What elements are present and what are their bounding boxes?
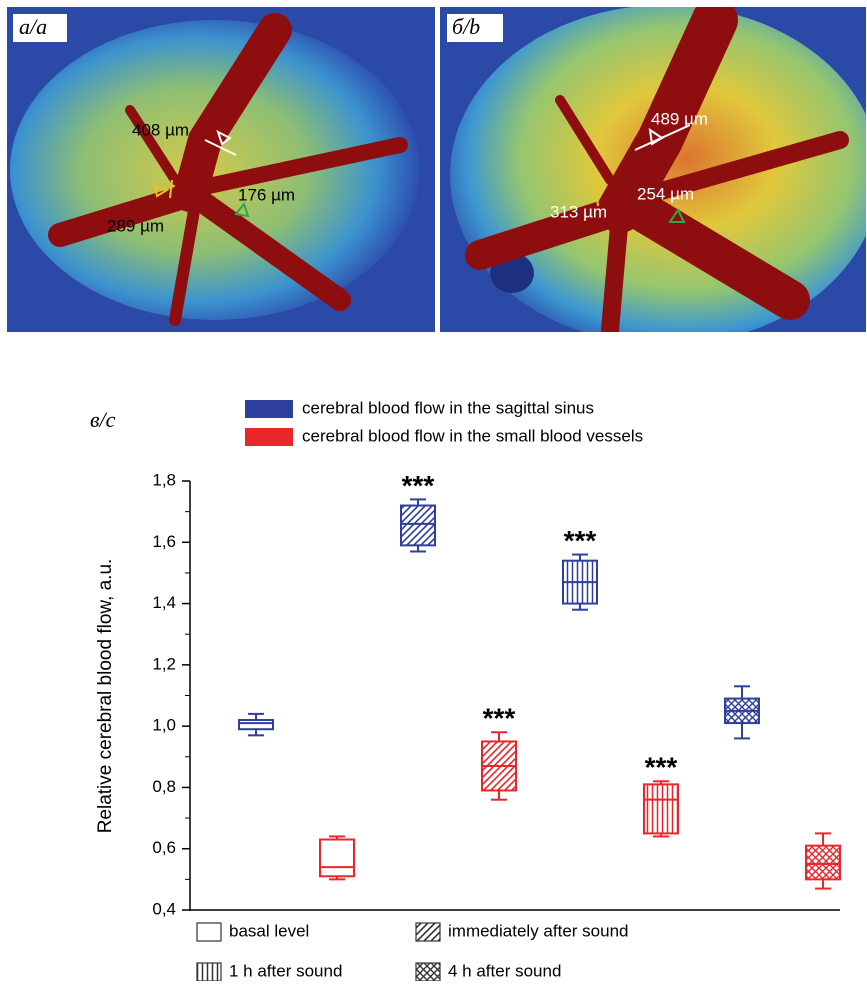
- legend-swatch: [245, 428, 293, 446]
- significance: ***: [402, 470, 435, 501]
- legend-swatch: [416, 963, 440, 981]
- legend-swatch: [197, 923, 221, 941]
- legend-label: cerebral blood flow in the sagittal sinu…: [302, 398, 594, 417]
- panel-label: б/b: [452, 14, 480, 39]
- measurement: 176 µm: [238, 185, 295, 204]
- legend-label: 4 h after sound: [448, 961, 561, 980]
- box: [239, 720, 273, 729]
- legend-swatch: [197, 963, 221, 981]
- box: [320, 840, 354, 877]
- panel-label: в/c: [90, 407, 116, 432]
- significance: ***: [483, 703, 516, 734]
- y-tick-label: 0,6: [152, 838, 176, 857]
- measurement: 408 µm: [132, 120, 189, 139]
- y-tick-label: 1,8: [152, 470, 176, 489]
- significance: ***: [645, 752, 678, 783]
- box: [401, 506, 435, 546]
- y-tick-label: 1,2: [152, 654, 176, 673]
- y-tick-label: 1,0: [152, 716, 176, 735]
- measurement: 254 µm: [637, 184, 694, 203]
- significance: ***: [564, 525, 597, 556]
- y-tick-label: 1,6: [152, 532, 176, 551]
- panel-label: а/a: [19, 14, 47, 39]
- legend-swatch: [245, 400, 293, 418]
- legend-label: basal level: [229, 921, 309, 940]
- measurement: 289 µm: [107, 216, 164, 235]
- y-axis-label: Relative cerebral blood flow, a.u.: [95, 559, 116, 834]
- legend-label: cerebral blood flow in the small blood v…: [302, 426, 643, 445]
- box: [644, 784, 678, 833]
- measurement: 313 µm: [550, 202, 607, 221]
- legend-swatch: [416, 923, 440, 941]
- y-tick-label: 0,8: [152, 777, 176, 796]
- legend-label: immediately after sound: [448, 921, 628, 940]
- legend-label: 1 h after sound: [229, 961, 342, 980]
- panel-gap: [435, 7, 440, 332]
- image-panel-b: [440, 5, 867, 345]
- box: [806, 846, 840, 880]
- image-panel-a: [7, 7, 435, 332]
- y-tick-label: 1,4: [152, 593, 176, 612]
- figure: а/a б/b 408 µm 289 µm 176 µm 489 µm 313 …: [0, 0, 867, 981]
- measurement: 489 µm: [651, 109, 708, 128]
- y-tick-label: 0,4: [152, 899, 176, 918]
